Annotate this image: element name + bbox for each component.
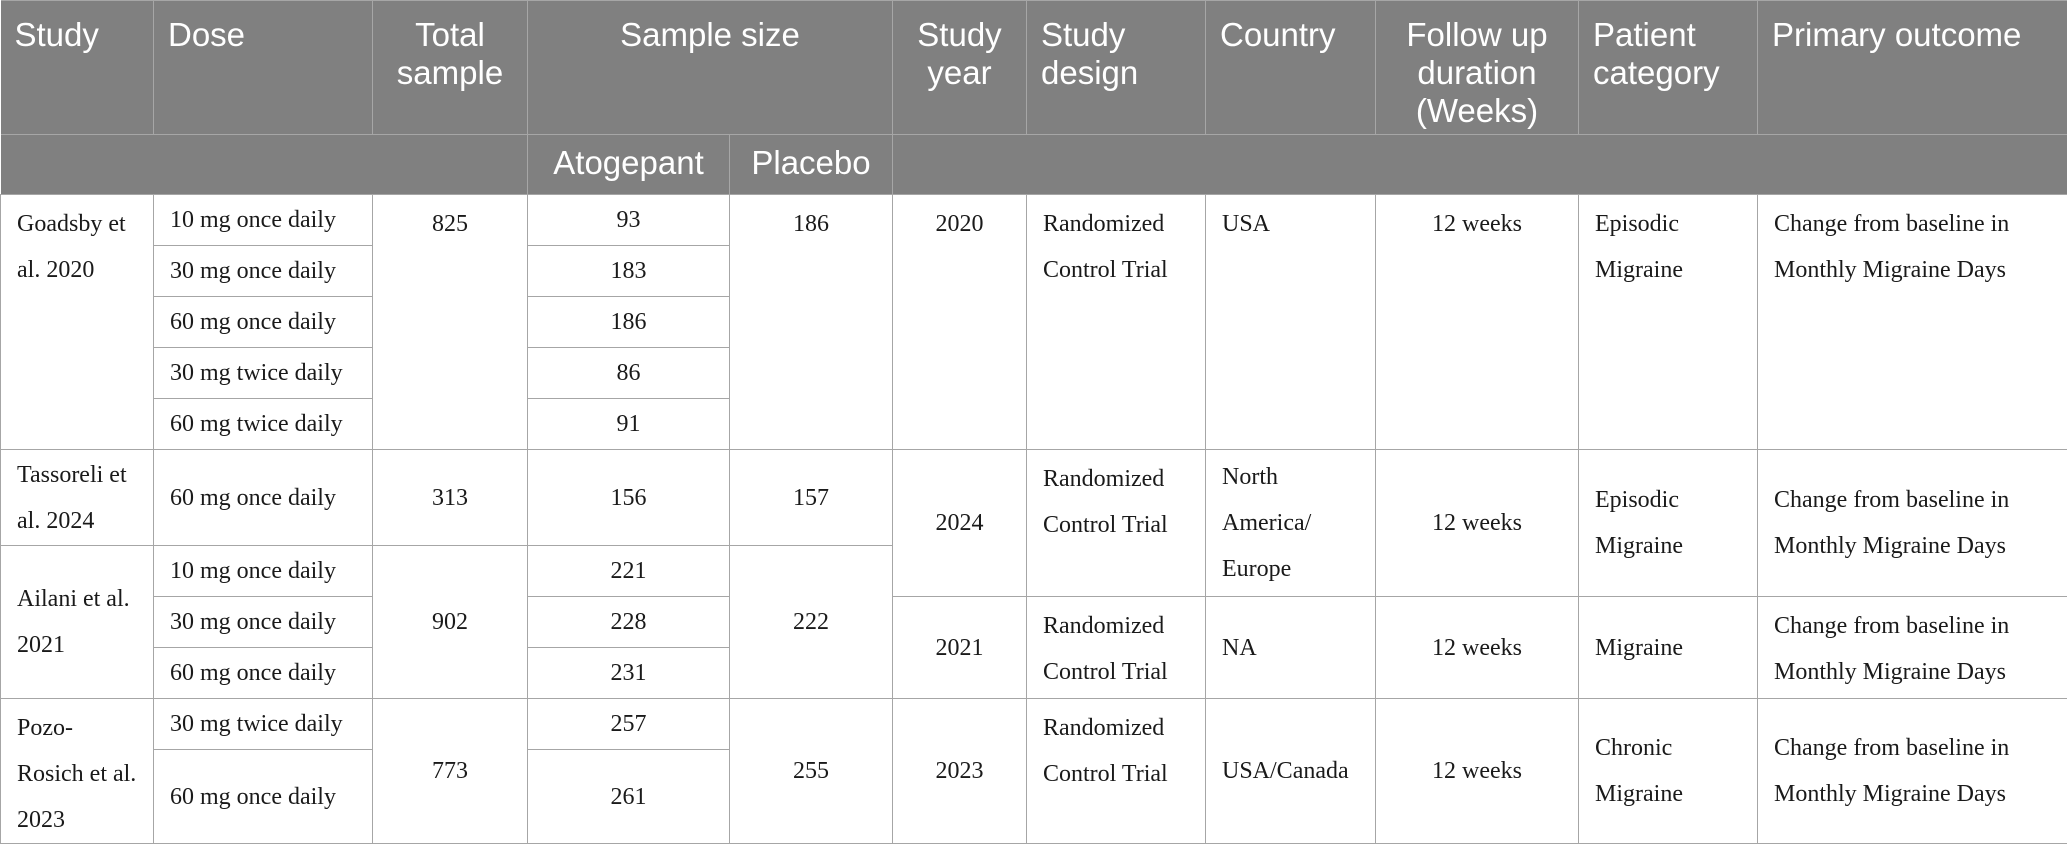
table-row: Goadsby et al. 2020 10 mg once daily 825… xyxy=(0,194,2067,450)
country-cell: NA xyxy=(1205,596,1376,699)
study-name: Goadsby et al. 2020 xyxy=(0,194,154,450)
header-sample-size: Sample size xyxy=(527,0,893,135)
header-study-design: Study design xyxy=(1026,0,1206,135)
dose-cell: 60 mg once daily xyxy=(153,296,373,348)
atogepant-cell: 156 xyxy=(527,449,730,546)
studies-table: Study Dose Total sample Sample size Stud… xyxy=(0,0,2067,844)
table-row: Ailani et al. 2021 10 mg once daily 902 … xyxy=(0,545,2067,699)
subheader-blank xyxy=(0,134,528,195)
study-year-cell: 2020 xyxy=(892,194,1027,450)
study-year-cell: 2023 xyxy=(892,698,1027,844)
total-sample-cell: 773 xyxy=(372,698,528,844)
atogepant-cell: 91 xyxy=(527,398,730,450)
header-follow-up: Follow up duration (Weeks) xyxy=(1375,0,1579,135)
placebo-cell: 222 xyxy=(729,545,893,699)
dose-cell: 10 mg once daily xyxy=(153,194,373,246)
table-row: 30 mg once daily 228 2021 Randomized Con… xyxy=(1,596,2067,699)
primary-outcome-cell: Change from baseline in Monthly Migraine… xyxy=(1757,194,2067,450)
atogepant-cell: 231 xyxy=(527,647,730,699)
atogepant-cell: 86 xyxy=(527,347,730,399)
country-cell: North America/ Europe xyxy=(1205,449,1376,597)
study-design-cell: Randomized Control Trial xyxy=(1026,596,1206,699)
study-year-cell: 2021 xyxy=(892,596,1027,699)
dose-cell: 30 mg once daily xyxy=(153,596,373,648)
study-name: Tassoreli et al. 2024 xyxy=(0,449,154,546)
study-design-cell: Randomized Control Trial xyxy=(1026,698,1206,844)
dose-cell: 30 mg twice daily xyxy=(153,347,373,399)
primary-outcome-cell: Change from baseline in Monthly Migraine… xyxy=(1757,449,2067,597)
table-row: Pozo-Rosich et al. 2023 30 mg twice dail… xyxy=(0,697,2067,844)
total-sample-cell: 902 xyxy=(372,545,528,699)
total-sample-cell: 313 xyxy=(372,449,528,546)
study-design-cell: Randomized Control Trial xyxy=(1026,449,1206,597)
country-cell: USA xyxy=(1205,194,1376,450)
placebo-cell: 157 xyxy=(729,449,893,546)
patient-category-cell: Episodic Migraine xyxy=(1578,194,1758,450)
country-cell: USA/Canada xyxy=(1205,698,1376,844)
atogepant-cell: 261 xyxy=(527,749,730,844)
follow-up-cell: 12 weeks xyxy=(1375,596,1579,699)
table-row: Tassoreli et al. 2024 60 mg once daily 3… xyxy=(0,449,2067,597)
atogepant-cell: 93 xyxy=(527,194,730,246)
primary-outcome-cell: Change from baseline in Monthly Migraine… xyxy=(1757,596,2067,699)
atogepant-cell: 221 xyxy=(527,545,730,597)
header-atogepant: Atogepant xyxy=(527,134,730,195)
header-study: Study xyxy=(0,0,154,135)
subheader-row: Atogepant Placebo xyxy=(0,134,2067,195)
subheader-blank-right xyxy=(892,134,2067,195)
header-placebo: Placebo xyxy=(729,134,893,195)
dose-cell: 60 mg once daily xyxy=(153,647,373,699)
header-study-year: Study year xyxy=(892,0,1027,135)
study-year-cell: 2024 xyxy=(892,449,1027,597)
dose-cell: 60 mg once daily xyxy=(153,749,373,844)
header-row: Study Dose Total sample Sample size Stud… xyxy=(0,0,2067,135)
patient-category-cell: Chronic Migraine xyxy=(1578,698,1758,844)
header-dose: Dose xyxy=(153,0,373,135)
follow-up-cell: 12 weeks xyxy=(1375,194,1579,450)
table-row: 60 mg once daily 231 xyxy=(1,647,2067,699)
header-country: Country xyxy=(1205,0,1376,135)
atogepant-cell: 183 xyxy=(527,245,730,297)
study-name: Pozo-Rosich et al. 2023 xyxy=(0,698,154,844)
table-row: 60 mg once daily 261 xyxy=(1,749,2067,844)
dose-cell: 10 mg once daily xyxy=(153,545,373,597)
dose-cell: 30 mg once daily xyxy=(153,245,373,297)
dose-cell: 60 mg twice daily xyxy=(153,398,373,450)
study-name: Ailani et al. 2021 xyxy=(0,545,154,699)
placebo-cell: 255 xyxy=(729,698,893,844)
follow-up-cell: 12 weeks xyxy=(1375,698,1579,844)
follow-up-cell: 12 weeks xyxy=(1375,449,1579,597)
patient-category-cell: Episodic Migraine xyxy=(1578,449,1758,597)
dose-cell: 30 mg twice daily xyxy=(153,697,373,751)
placebo-cell: 186 xyxy=(729,194,893,450)
primary-outcome-cell: Change from baseline in Monthly Migraine… xyxy=(1757,698,2067,844)
dose-cell: 60 mg once daily xyxy=(153,449,373,546)
patient-category-cell: Migraine xyxy=(1578,596,1758,699)
header-patient-category: Patient category xyxy=(1578,0,1758,135)
atogepant-cell: 257 xyxy=(527,697,730,751)
total-sample-cell: 825 xyxy=(372,194,528,450)
atogepant-cell: 228 xyxy=(527,596,730,648)
table-row: 30 mg once daily 183 xyxy=(1,245,2067,297)
atogepant-cell: 186 xyxy=(527,296,730,348)
header-primary-outcome: Primary outcome xyxy=(1757,0,2067,135)
header-total-sample: Total sample xyxy=(372,0,528,135)
study-design-cell: Randomized Control Trial xyxy=(1026,194,1206,450)
